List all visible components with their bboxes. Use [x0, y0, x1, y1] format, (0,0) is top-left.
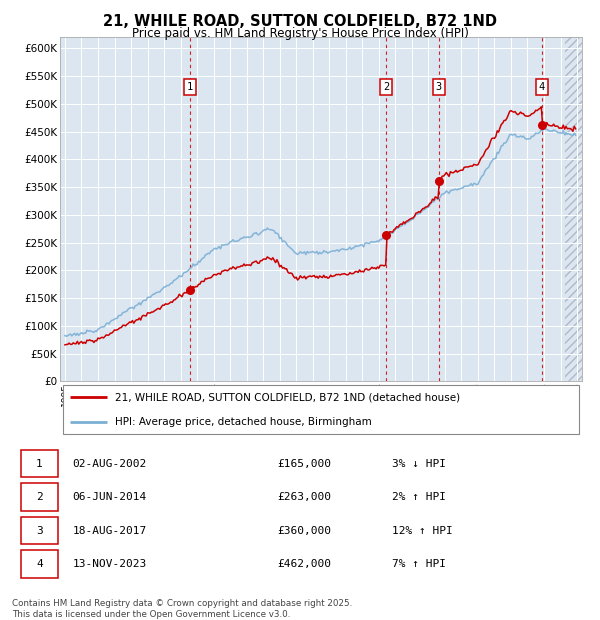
Text: Contains HM Land Registry data © Crown copyright and database right 2025.
This d: Contains HM Land Registry data © Crown c…: [12, 600, 352, 619]
Bar: [20, 483, 58, 511]
Bar: [565, 37, 582, 381]
Text: 1: 1: [36, 459, 43, 469]
Text: 18-AUG-2017: 18-AUG-2017: [73, 526, 147, 536]
Text: 3: 3: [36, 526, 43, 536]
Text: 4: 4: [539, 82, 545, 92]
Text: £165,000: £165,000: [277, 459, 331, 469]
Text: 06-JUN-2014: 06-JUN-2014: [73, 492, 147, 502]
Bar: [20, 450, 58, 477]
Text: 21, WHILE ROAD, SUTTON COLDFIELD, B72 1ND (detached house): 21, WHILE ROAD, SUTTON COLDFIELD, B72 1N…: [115, 392, 460, 402]
Text: 2: 2: [383, 82, 389, 92]
Text: £263,000: £263,000: [277, 492, 331, 502]
Bar: [20, 516, 58, 544]
Text: 02-AUG-2002: 02-AUG-2002: [73, 459, 147, 469]
Text: 2: 2: [36, 492, 43, 502]
Text: 12% ↑ HPI: 12% ↑ HPI: [392, 526, 453, 536]
Text: 13-NOV-2023: 13-NOV-2023: [73, 559, 147, 569]
Text: 7% ↑ HPI: 7% ↑ HPI: [392, 559, 446, 569]
Text: 1: 1: [187, 82, 193, 92]
Text: HPI: Average price, detached house, Birmingham: HPI: Average price, detached house, Birm…: [115, 417, 371, 427]
Text: 21, WHILE ROAD, SUTTON COLDFIELD, B72 1ND: 21, WHILE ROAD, SUTTON COLDFIELD, B72 1N…: [103, 14, 497, 29]
Text: 4: 4: [36, 559, 43, 569]
Text: 3% ↓ HPI: 3% ↓ HPI: [392, 459, 446, 469]
Text: Price paid vs. HM Land Registry's House Price Index (HPI): Price paid vs. HM Land Registry's House …: [131, 27, 469, 40]
Bar: [20, 550, 58, 578]
Text: £462,000: £462,000: [277, 559, 331, 569]
Text: 3: 3: [436, 82, 442, 92]
Text: 2% ↑ HPI: 2% ↑ HPI: [392, 492, 446, 502]
Text: £360,000: £360,000: [277, 526, 331, 536]
